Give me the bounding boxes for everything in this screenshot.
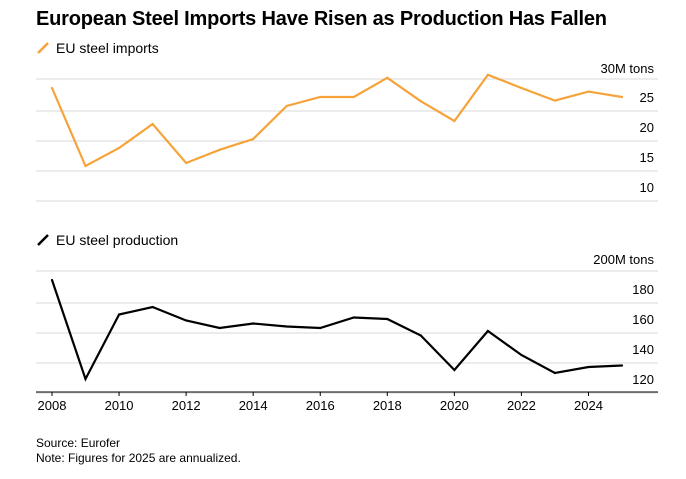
source-note: Source: Eurofer [36, 436, 121, 450]
imports-point-2018 [386, 76, 389, 79]
imports-point-2019 [419, 100, 422, 103]
production-ytick-120: 120 [632, 372, 654, 387]
imports-point-2017 [352, 95, 355, 99]
production-point-2010 [118, 313, 121, 316]
production-point-2012 [185, 319, 188, 322]
imports-point-2009 [84, 164, 87, 168]
imports-ytick-25: 25 [640, 90, 654, 105]
production-point-2020 [453, 368, 456, 372]
imports-point-2025 [620, 95, 624, 99]
production-point-2016 [319, 326, 322, 330]
imports-ytick-10: 10 [640, 180, 654, 195]
legend-production: EU steel production [36, 232, 178, 248]
imports-point-2012 [185, 161, 188, 165]
imports-point-2013 [218, 148, 221, 151]
imports-point-2022 [520, 86, 523, 90]
imports-unit-label: 30M tons [601, 61, 655, 76]
imports-legend-icon [37, 42, 49, 54]
chart-title: European Steel Imports Have Risen as Pro… [36, 8, 607, 30]
footnote: Note: Figures for 2025 are annualized. [36, 451, 241, 465]
x-tick-label-2020: 2020 [440, 398, 469, 413]
production-point-2025 [620, 364, 624, 367]
legend-imports: EU steel imports [36, 40, 159, 56]
production-point-2011 [151, 305, 154, 309]
production-ytick-140: 140 [632, 342, 654, 357]
production-point-2018 [386, 317, 389, 321]
production-point-2021 [486, 329, 489, 333]
imports-point-2024 [587, 90, 590, 93]
x-tick-label-2014: 2014 [239, 398, 268, 413]
production-point-2023 [553, 371, 557, 375]
imports-point-2023 [553, 99, 557, 102]
production-point-2009 [84, 377, 87, 381]
x-tick-label-2012: 2012 [172, 398, 201, 413]
imports-ytick-20: 20 [640, 120, 654, 135]
imports-point-2015 [285, 104, 288, 108]
production-unit-label: 200M tons [593, 252, 654, 267]
legend-imports-label: EU steel imports [56, 40, 159, 56]
production-point-2015 [285, 325, 288, 328]
imports-point-2021 [486, 73, 489, 76]
production-ytick-180: 180 [632, 282, 654, 297]
imports-point-2010 [118, 146, 121, 150]
imports-point-2020 [453, 119, 456, 123]
production-point-2019 [419, 334, 422, 337]
production-point-2013 [218, 326, 221, 330]
imports-point-2008 [50, 86, 54, 90]
imports-point-2016 [319, 95, 322, 99]
production-point-2024 [587, 365, 590, 369]
imports-point-2011 [151, 122, 154, 126]
production-point-2017 [352, 316, 355, 319]
x-tick-label-2008: 2008 [38, 398, 67, 413]
legend-production-label: EU steel production [56, 232, 179, 248]
x-tick-label-2010: 2010 [105, 398, 134, 413]
x-tick-label-2022: 2022 [507, 398, 536, 413]
production-ytick-160: 160 [632, 312, 654, 327]
production-point-2022 [520, 353, 523, 357]
x-tick-label-2018: 2018 [373, 398, 402, 413]
x-tick-label-2016: 2016 [306, 398, 335, 413]
production-point-2014 [252, 322, 255, 325]
production-series-line [50, 279, 623, 382]
imports-ytick-15: 15 [640, 150, 654, 165]
x-tick-label-2024: 2024 [574, 398, 603, 413]
production-point-2008 [50, 278, 54, 282]
production-legend-icon [37, 234, 49, 246]
imports-series-line [50, 73, 623, 168]
imports-point-2014 [252, 137, 255, 141]
